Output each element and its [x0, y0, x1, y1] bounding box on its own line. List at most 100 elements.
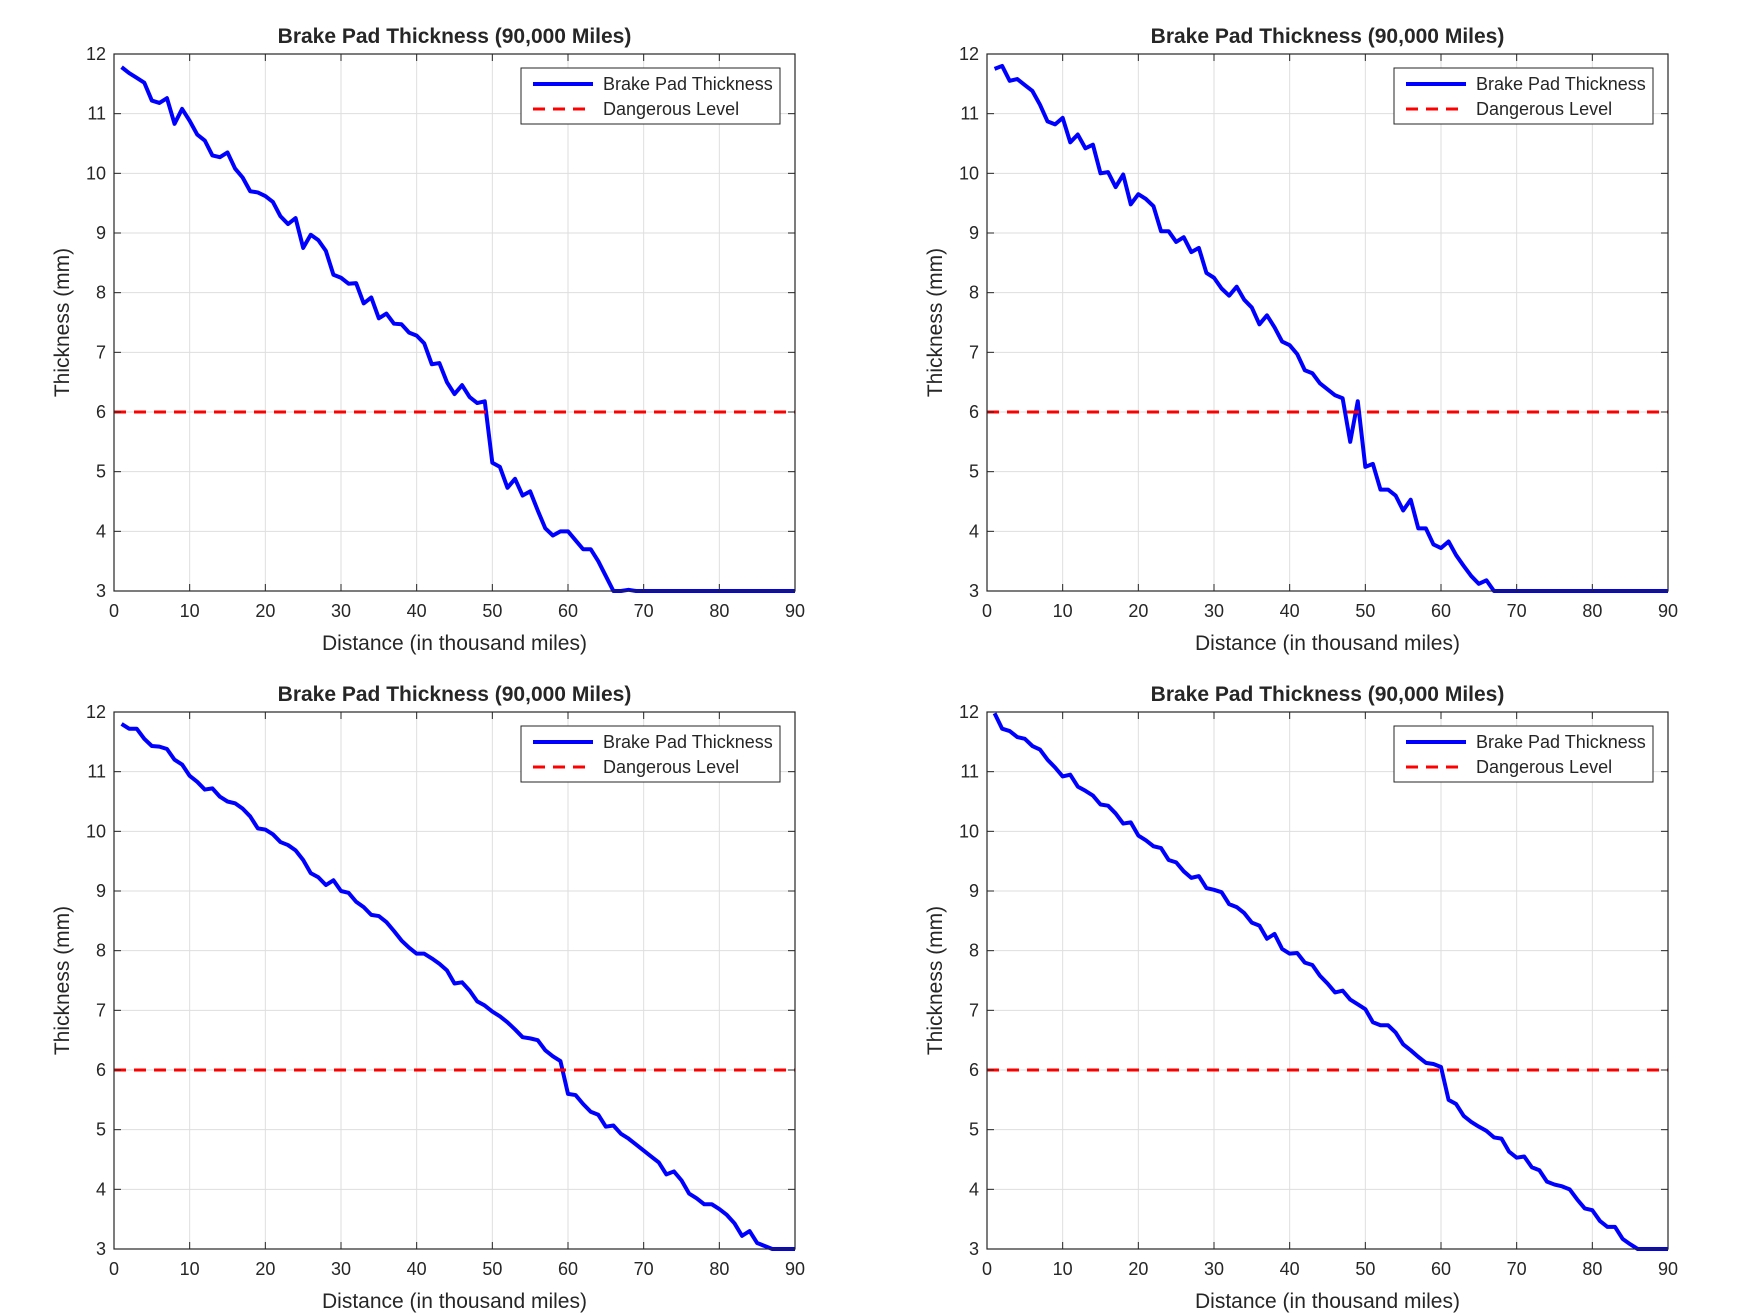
legend-box	[520, 725, 781, 783]
legend-label: Brake Pad Thickness	[603, 732, 773, 752]
axes-box	[986, 711, 1669, 1250]
y-tick-label: 3	[969, 581, 979, 601]
y-tick-label: 9	[96, 881, 106, 901]
x-tick-label: 0	[982, 1259, 992, 1279]
x-tick-label: 20	[255, 601, 275, 621]
x-tick-label: 10	[1053, 1259, 1073, 1279]
chart-svg-2: 0 10 20 30 40 50 60 70 80 90 3 4 5 6 7 8 9 10 11 12 Brake Pa…	[924, 25, 1678, 655]
y-tick-label: 7	[969, 1000, 979, 1020]
chart-title: Brake Pad Thickness (90,000 Miles)	[1151, 25, 1505, 48]
chart-panel-1: 0 10 20 30 40 50 60 70 80 90 3 4 5 6 7 8 9 10 11 12 Brake Pa…	[0, 0, 872, 657]
x-tick-label: 80	[1582, 601, 1602, 621]
x-tick-label: 50	[482, 1259, 502, 1279]
axes-box	[113, 53, 796, 592]
y-axis-label: Thickness (mm)	[924, 906, 947, 1055]
y-axis-label: Thickness (mm)	[51, 248, 74, 397]
chart-panel-4: 0 10 20 30 40 50 60 70 80 90 3 4 5 6 7 8 9 10 11 12 Brake Pa…	[873, 658, 1745, 1315]
y-tick-label: 9	[96, 223, 106, 243]
legend-box	[1393, 67, 1654, 125]
y-tick-label: 12	[959, 44, 979, 64]
x-axis-label: Distance (in thousand miles)	[1195, 632, 1460, 655]
x-tick-label: 50	[1355, 1259, 1375, 1279]
x-axis-label: Distance (in thousand miles)	[322, 632, 587, 655]
x-tick-label: 10	[1053, 601, 1073, 621]
x-tick-label: 30	[1204, 601, 1224, 621]
x-tick-label: 30	[331, 601, 351, 621]
plot-area	[987, 54, 1668, 591]
y-tick-label: 11	[960, 762, 979, 782]
x-tick-label: 40	[1280, 1259, 1300, 1279]
x-tick-label: 30	[331, 1259, 351, 1279]
y-tick-label: 9	[969, 881, 979, 901]
y-tick-label: 12	[86, 44, 106, 64]
chart-title: Brake Pad Thickness (90,000 Miles)	[278, 683, 632, 706]
x-tick-label: 0	[109, 1259, 119, 1279]
y-tick-label: 5	[969, 1120, 979, 1140]
x-tick-label: 20	[255, 1259, 275, 1279]
chart-svg-3: 0 10 20 30 40 50 60 70 80 90 3 4 5 6 7 8 9 10 11 12 Brake Pa…	[51, 683, 805, 1313]
x-tick-label: 40	[407, 1259, 427, 1279]
y-tick-label: 10	[959, 163, 979, 183]
y-tick-label: 4	[96, 1179, 106, 1199]
legend-label: Dangerous Level	[1476, 99, 1612, 119]
legend-label: Brake Pad Thickness	[603, 74, 773, 94]
y-tick-label: 3	[96, 1239, 106, 1259]
y-tick-label: 8	[96, 941, 106, 961]
y-tick-label: 5	[96, 462, 106, 482]
y-tick-label: 5	[96, 1120, 106, 1140]
x-tick-label: 60	[558, 601, 578, 621]
y-tick-label: 11	[960, 104, 979, 124]
x-tick-label: 70	[634, 1259, 654, 1279]
x-tick-label: 60	[1431, 601, 1451, 621]
chart-title: Brake Pad Thickness (90,000 Miles)	[1151, 683, 1505, 706]
y-tick-label: 9	[969, 223, 979, 243]
chart-svg-1: 0 10 20 30 40 50 60 70 80 90 3 4 5 6 7 8 9 10 11 12 Brake Pa…	[51, 25, 805, 655]
y-axis-label: Thickness (mm)	[51, 906, 74, 1055]
x-tick-label: 20	[1128, 1259, 1148, 1279]
x-tick-label: 40	[407, 601, 427, 621]
y-tick-label: 7	[96, 342, 106, 362]
brake-pad-thickness-line	[120, 722, 795, 1251]
x-tick-label: 70	[1507, 601, 1527, 621]
legend-label: Dangerous Level	[603, 757, 739, 777]
chart-svg-4: 0 10 20 30 40 50 60 70 80 90 3 4 5 6 7 8 9 10 11 12 Brake Pa…	[924, 683, 1678, 1313]
plot-area	[114, 54, 795, 591]
x-tick-label: 0	[982, 601, 992, 621]
x-tick-label: 0	[109, 601, 119, 621]
x-tick-label: 80	[709, 1259, 729, 1279]
chart-panel-2: 0 10 20 30 40 50 60 70 80 90 3 4 5 6 7 8 9 10 11 12 Brake Pa…	[873, 0, 1745, 657]
x-tick-label: 90	[1658, 601, 1678, 621]
legend-label: Dangerous Level	[603, 99, 739, 119]
y-tick-label: 6	[969, 402, 979, 422]
y-tick-label: 4	[969, 521, 979, 541]
y-tick-label: 8	[96, 283, 106, 303]
x-axis-label: Distance (in thousand miles)	[322, 1290, 587, 1313]
x-tick-label: 40	[1280, 601, 1300, 621]
chart-title: Brake Pad Thickness (90,000 Miles)	[278, 25, 632, 48]
x-tick-label: 80	[1582, 1259, 1602, 1279]
x-tick-label: 80	[709, 601, 729, 621]
y-tick-label: 7	[969, 342, 979, 362]
y-tick-label: 10	[86, 163, 106, 183]
y-tick-label: 4	[96, 521, 106, 541]
y-tick-label: 10	[959, 821, 979, 841]
y-tick-label: 8	[969, 941, 979, 961]
y-tick-label: 5	[969, 462, 979, 482]
y-tick-label: 10	[86, 821, 106, 841]
y-tick-label: 6	[96, 402, 106, 422]
y-tick-label: 3	[96, 581, 106, 601]
x-tick-label: 50	[482, 601, 502, 621]
axes-box	[113, 711, 796, 1250]
y-tick-label: 12	[959, 702, 979, 722]
y-tick-label: 4	[969, 1179, 979, 1199]
x-tick-label: 50	[1355, 601, 1375, 621]
y-tick-label: 11	[87, 104, 106, 124]
brake-pad-thickness-line	[992, 712, 1668, 1251]
y-tick-label: 8	[969, 283, 979, 303]
x-tick-label: 10	[180, 1259, 200, 1279]
x-tick-label: 30	[1204, 1259, 1224, 1279]
x-tick-label: 20	[1128, 601, 1148, 621]
x-tick-label: 10	[180, 601, 200, 621]
x-tick-label: 90	[785, 601, 805, 621]
y-tick-label: 3	[969, 1239, 979, 1259]
